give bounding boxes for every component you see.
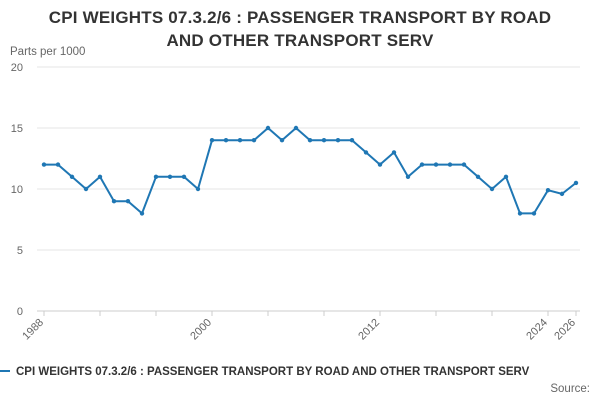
data-point bbox=[573, 180, 579, 186]
x-tick-label: 2000 bbox=[188, 317, 214, 343]
chart-title: CPI WEIGHTS 07.3.2/6 : PASSENGER TRANSPO… bbox=[0, 6, 600, 52]
data-point bbox=[195, 186, 201, 192]
data-point bbox=[377, 162, 383, 167]
data-point bbox=[405, 174, 411, 179]
data-point bbox=[419, 162, 425, 167]
data-point bbox=[223, 138, 229, 143]
data-point bbox=[69, 174, 75, 179]
data-point bbox=[503, 174, 509, 179]
data-point bbox=[433, 162, 439, 167]
data-point bbox=[349, 138, 355, 143]
data-point bbox=[559, 191, 565, 197]
chart-title-line-1: CPI WEIGHTS 07.3.2/6 : PASSENGER TRANSPO… bbox=[48, 8, 552, 27]
data-point bbox=[125, 199, 131, 204]
data-point bbox=[391, 150, 397, 155]
data-point bbox=[41, 162, 47, 167]
data-point bbox=[111, 199, 117, 204]
legend-label: CPI WEIGHTS 07.3.2/6 : PASSENGER TRANSPO… bbox=[16, 366, 530, 378]
data-point bbox=[489, 186, 495, 192]
y-tick-label: 5 bbox=[17, 245, 23, 257]
data-point bbox=[279, 138, 285, 143]
data-point bbox=[475, 174, 481, 179]
data-point bbox=[153, 174, 159, 179]
legend[interactable]: CPI WEIGHTS 07.3.2/6 : PASSENGER TRANSPO… bbox=[0, 366, 600, 378]
data-point bbox=[307, 138, 313, 143]
data-point bbox=[517, 211, 523, 216]
data-point bbox=[363, 150, 369, 155]
data-point bbox=[167, 174, 173, 179]
y-tick-label: 20 bbox=[11, 62, 23, 74]
chart-title-line-2: AND OTHER TRANSPORT SERV bbox=[166, 31, 434, 50]
x-tick-label: 2026 bbox=[552, 317, 578, 343]
data-point bbox=[251, 138, 257, 143]
data-point bbox=[209, 138, 215, 143]
source-label: Source: bbox=[550, 383, 590, 395]
data-point bbox=[55, 162, 61, 167]
data-point bbox=[237, 138, 243, 143]
legend-swatch bbox=[0, 369, 10, 372]
data-point bbox=[321, 138, 327, 143]
data-point bbox=[181, 174, 187, 179]
data-point bbox=[545, 188, 551, 193]
data-point bbox=[461, 162, 467, 167]
y-axis-label: Parts per 1000 bbox=[10, 46, 86, 58]
data-point bbox=[447, 162, 453, 167]
data-point bbox=[293, 125, 299, 131]
y-tick-label: 0 bbox=[17, 306, 23, 318]
x-tick-label: 2012 bbox=[356, 317, 382, 343]
data-point bbox=[335, 138, 341, 143]
x-tick-label: 1988 bbox=[20, 317, 46, 343]
y-tick-label: 15 bbox=[11, 123, 23, 135]
x-tick-label: 2024 bbox=[524, 317, 550, 343]
data-point bbox=[139, 211, 145, 216]
y-tick-label: 10 bbox=[11, 184, 23, 196]
data-point bbox=[531, 211, 537, 216]
data-point bbox=[97, 174, 103, 179]
data-point bbox=[265, 125, 271, 131]
data-point bbox=[83, 186, 89, 192]
